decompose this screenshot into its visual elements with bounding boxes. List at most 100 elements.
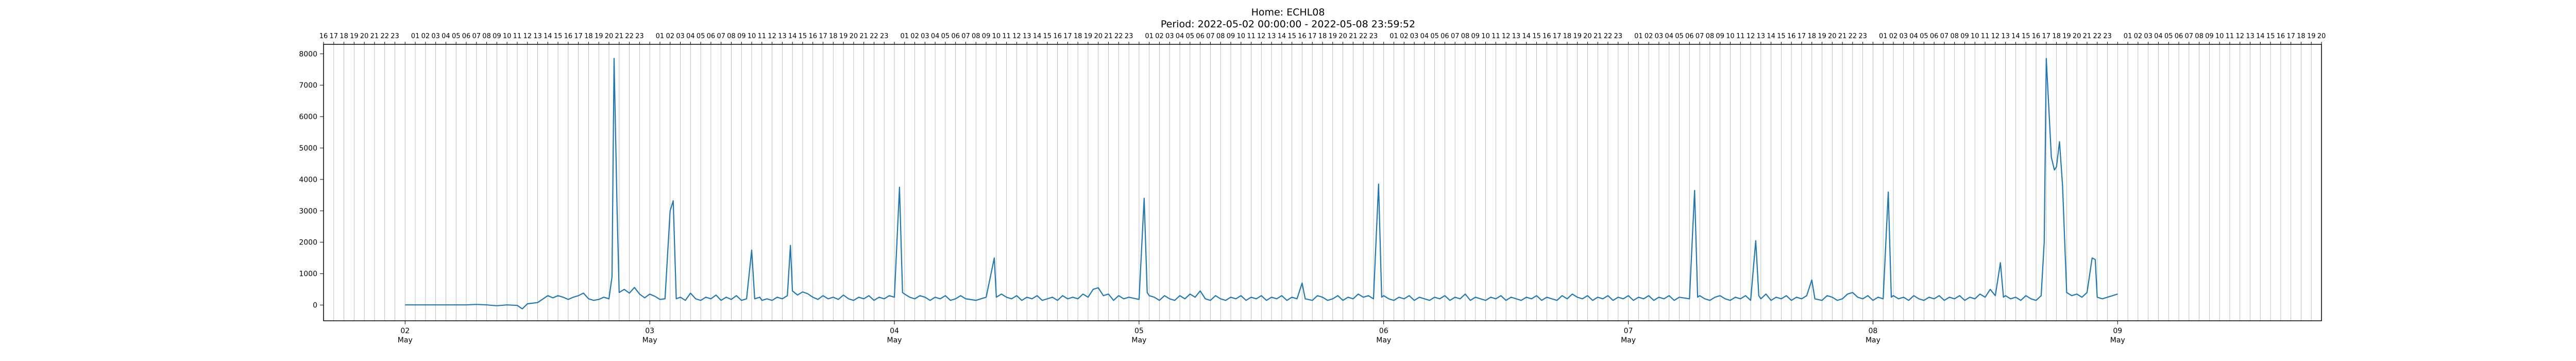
top-hour-label: 12 [1502,32,1511,40]
top-hour-label: 15 [799,32,807,40]
top-hour-label: 19 [1573,32,1582,40]
top-hour-label: 21 [2083,32,2092,40]
top-hour-label: 23 [1369,32,1378,40]
x-tick-month: May [1621,336,1636,344]
top-hour-label: 22 [870,32,878,40]
top-hour-label: 17 [574,32,583,40]
top-hour-label: 03 [1165,32,1174,40]
top-hour-label: 04 [686,32,695,40]
top-hour-label: 14 [1278,32,1286,40]
top-hour-label: 09 [737,32,746,40]
top-hour-label: 16 [2277,32,2285,40]
top-hour-label: 10 [1481,32,1490,40]
top-hour-label: 11 [1247,32,1256,40]
top-hour-label: 18 [1807,32,1816,40]
top-hour-label: 02 [1645,32,1653,40]
top-hour-label: 03 [431,32,440,40]
top-hour-label: 13 [533,32,542,40]
top-hour-label: 22 [2093,32,2102,40]
top-hour-label: 04 [2154,32,2163,40]
chart-title: Home: ECHL08 [1251,7,1325,18]
y-tick-label: 2000 [299,239,317,247]
top-hour-label: 01 [411,32,420,40]
top-hour-label: 15 [1287,32,1296,40]
top-hour-label: 04 [1665,32,1673,40]
top-hour-label: 16 [808,32,817,40]
top-hour-label: 04 [1420,32,1429,40]
top-hour-label: 12 [2235,32,2244,40]
top-hour-label: 22 [625,32,634,40]
top-hour-label: 21 [1349,32,1358,40]
top-hour-axis: 16 17 18 19 20 21 22 23 01 02 03 04 05 06 07 08 09 10 11 12… [319,32,2326,44]
chart-subtitle: Period: 2022-05-02 00:00:00 - 2022-05-08… [1161,19,1415,30]
top-hour-label: 21 [1104,32,1113,40]
top-hour-label: 02 [1400,32,1409,40]
top-hour-label: 19 [1818,32,1826,40]
top-hour-label: 14 [544,32,552,40]
top-hour-label: 17 [330,32,338,40]
top-hour-label: 12 [1747,32,1755,40]
top-hour-label: 02 [1155,32,1164,40]
top-hour-label: 03 [1900,32,1908,40]
top-hour-label: 14 [1767,32,1775,40]
top-hour-label: 05 [1920,32,1928,40]
top-hour-label: 23 [880,32,889,40]
top-hour-label: 21 [370,32,379,40]
top-hour-label: 13 [778,32,787,40]
top-hour-label: 21 [1594,32,1602,40]
top-hour-label: 03 [921,32,929,40]
top-hour-label: 15 [1532,32,1541,40]
top-hour-label: 16 [1543,32,1551,40]
top-hour-label: 18 [829,32,838,40]
top-hour-label: 17 [2286,32,2295,40]
top-hour-label: 06 [951,32,960,40]
top-hour-label: 13 [1512,32,1521,40]
top-hour-label: 08 [727,32,736,40]
x-tick-day: 05 [1134,327,1144,335]
top-hour-label: 07 [2185,32,2194,40]
top-hour-label: 21 [615,32,624,40]
top-hour-label: 19 [839,32,848,40]
top-hour-label: 13 [1757,32,1766,40]
y-tick-label: 1000 [299,270,317,278]
top-hour-label: 13 [2001,32,2010,40]
top-hour-label: 07 [1696,32,1704,40]
x-tick-day: 09 [2113,327,2122,335]
top-hour-label: 13 [1023,32,1031,40]
top-hour-label: 03 [676,32,685,40]
top-hour-label: 07 [717,32,725,40]
top-hour-label: 10 [1971,32,1979,40]
top-hour-label: 12 [1991,32,2000,40]
top-hour-label: 01 [1389,32,1398,40]
top-hour-label: 02 [666,32,674,40]
top-hour-label: 18 [584,32,593,40]
top-hour-label: 01 [1145,32,1154,40]
x-tick-month: May [642,336,657,344]
top-hour-label: 13 [1267,32,1276,40]
top-hour-label: 23 [1125,32,1133,40]
top-hour-label: 15 [1777,32,1786,40]
y-tick-label: 4000 [299,176,317,184]
top-hour-label: 02 [910,32,919,40]
top-hour-label: 14 [1522,32,1531,40]
top-hour-label: 19 [1084,32,1093,40]
top-hour-label: 07 [1206,32,1215,40]
top-hour-label: 18 [1074,32,1082,40]
top-hour-label: 06 [1685,32,1694,40]
x-tick-day: 04 [890,327,899,335]
top-hour-label: 11 [1002,32,1011,40]
top-hour-label: 20 [850,32,858,40]
top-hour-label: 09 [1227,32,1235,40]
top-hour-label: 17 [1798,32,1806,40]
top-hour-label: 20 [1828,32,1837,40]
top-hour-label: 03 [1410,32,1419,40]
top-hour-label: 17 [1553,32,1562,40]
top-hour-label: 14 [2011,32,2020,40]
top-hour-label: 16 [319,32,328,40]
top-hour-label: 09 [1716,32,1724,40]
top-hour-label: 11 [513,32,522,40]
x-tick-day: 02 [400,327,410,335]
top-hour-label: 06 [707,32,716,40]
top-hour-label: 21 [859,32,868,40]
y-tick-label: 5000 [299,144,317,153]
